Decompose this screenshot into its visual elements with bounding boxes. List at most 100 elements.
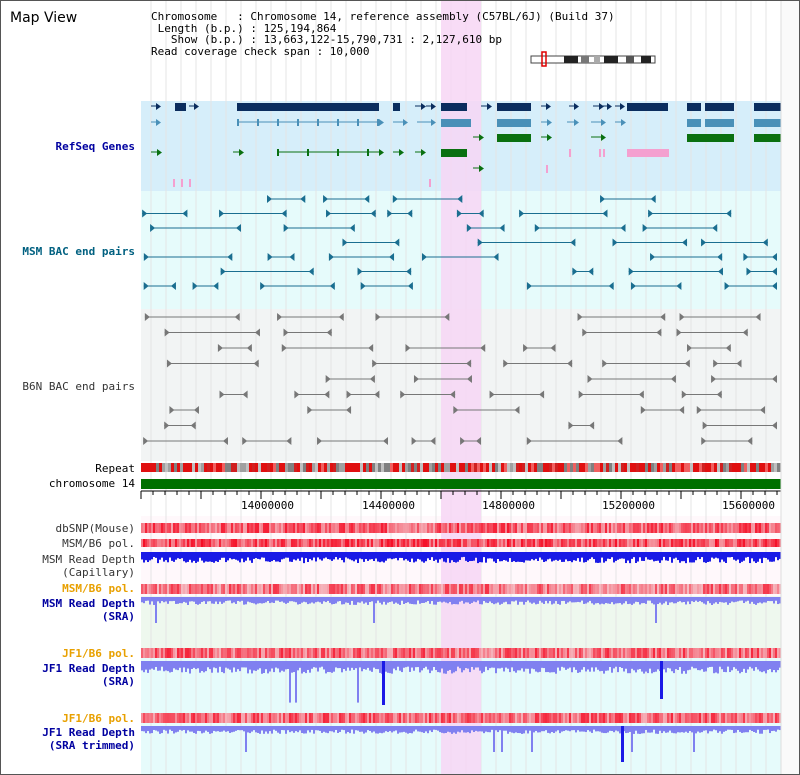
pol-cell: [729, 539, 731, 547]
pol-cell: [437, 648, 439, 658]
pol-cell: [673, 523, 675, 533]
depth-bar: [459, 552, 461, 560]
pol-cell: [201, 648, 203, 658]
depth-bar: [281, 597, 283, 602]
track-label-jf1-b6-pol-2[interactable]: JF1/B6 pol.: [62, 712, 135, 725]
depth-bar: [759, 726, 761, 734]
track-label-jf1-read-depth-sra[interactable]: JF1 Read Depth: [42, 662, 135, 675]
pol-cell: [201, 713, 203, 723]
depth-bar: [603, 552, 605, 563]
depth-bar: [287, 661, 289, 670]
depth-bar: [593, 726, 595, 730]
pol-cell: [591, 523, 593, 533]
pol-cell: [417, 584, 419, 594]
pol-cell: [413, 648, 415, 658]
track-label-msm-read-depth-sra[interactable]: MSM Read Depth: [42, 597, 135, 610]
pol-cell: [567, 523, 569, 533]
depth-bar: [423, 661, 425, 669]
depth-bar: [485, 552, 487, 563]
depth-bar: [705, 597, 707, 605]
pol-cell: [515, 584, 517, 594]
pol-cell: [481, 584, 483, 594]
depth-bar: [337, 726, 339, 733]
repeat-segment: [672, 463, 675, 472]
depth-bar: [757, 661, 759, 670]
depth-bar: [515, 552, 517, 563]
track-label-repeat[interactable]: Repeat: [95, 462, 135, 475]
depth-bar: [475, 552, 477, 558]
depth-bar: [237, 597, 239, 601]
depth-bar: [623, 597, 625, 604]
track-label-msm-bac[interactable]: MSM BAC end pairs: [22, 245, 135, 258]
depth-bar: [171, 552, 173, 561]
pol-cell: [379, 584, 381, 594]
track-label-jf1-read-depth-trimmed[interactable]: JF1 Read Depth: [42, 726, 135, 739]
pol-cell: [343, 584, 345, 594]
pol-cell: [633, 713, 635, 723]
depth-bar: [277, 726, 279, 733]
depth-bar: [501, 661, 503, 668]
track-label-jf1-b6-pol[interactable]: JF1/B6 pol.: [62, 647, 135, 660]
pol-cell: [281, 523, 283, 533]
track-label-b6n-bac[interactable]: B6N BAC end pairs: [22, 380, 135, 393]
pol-cell: [519, 648, 521, 658]
pol-cell: [349, 713, 351, 723]
repeat-segment: [522, 463, 525, 472]
depth-bar: [513, 552, 515, 562]
depth-bar: [261, 552, 263, 558]
pol-cell: [467, 523, 469, 533]
repeat-segment: [414, 463, 417, 472]
pol-cell: [575, 713, 577, 723]
pol-cell: [327, 539, 329, 547]
pol-cell: [249, 648, 251, 658]
depth-bar: [197, 661, 199, 669]
pol-cell: [487, 713, 489, 723]
depth-bar: [297, 661, 299, 671]
depth-bar: [549, 661, 551, 673]
depth-bar: [697, 726, 699, 732]
pol-cell: [517, 523, 519, 533]
pol-cell: [191, 539, 193, 547]
depth-bar: [387, 661, 389, 673]
pol-cell: [231, 713, 233, 723]
depth-bar: [225, 726, 227, 732]
pol-cell: [461, 648, 463, 658]
pol-cell: [327, 584, 329, 594]
depth-bar: [491, 726, 493, 730]
depth-bar: [693, 726, 695, 752]
pol-cell: [487, 539, 489, 547]
gene-exon: [181, 179, 183, 187]
depth-bar: [599, 661, 601, 672]
pol-cell: [663, 539, 665, 547]
track-label-msm-b6-pol-2[interactable]: MSM/B6 pol.: [62, 582, 135, 595]
bac-end-arrow: [222, 437, 228, 445]
pol-cell: [361, 539, 363, 547]
pol-cell: [755, 648, 757, 658]
pol-cell: [229, 713, 231, 723]
pol-cell: [177, 584, 179, 594]
depth-bar: [705, 726, 707, 731]
repeat-segment: [738, 463, 741, 472]
depth-bar: [193, 726, 195, 733]
pol-cell: [577, 584, 579, 594]
pol-cell: [525, 713, 527, 723]
pol-cell: [197, 523, 199, 533]
depth-bar: [641, 726, 643, 734]
depth-bar: [275, 726, 277, 731]
depth-bar: [247, 597, 249, 602]
track-label-dbsnp[interactable]: dbSNP(Mouse): [55, 522, 135, 535]
pol-cell: [459, 584, 461, 594]
bac-end-arrow: [519, 209, 525, 218]
pol-cell: [703, 713, 705, 723]
depth-bar: [295, 661, 297, 703]
depth-bar: [759, 597, 761, 603]
depth-bar: [601, 552, 603, 558]
depth-bar: [173, 597, 175, 601]
pol-cell: [291, 523, 293, 533]
track-label-refseq-genes[interactable]: RefSeq Genes: [55, 140, 135, 153]
depth-bar: [301, 726, 303, 733]
pol-cell: [771, 713, 773, 723]
track-label-msm-read-depth-capillary[interactable]: MSM Read Depth: [42, 553, 135, 566]
track-label-msm-b6-pol[interactable]: MSM/B6 pol.: [62, 537, 135, 550]
